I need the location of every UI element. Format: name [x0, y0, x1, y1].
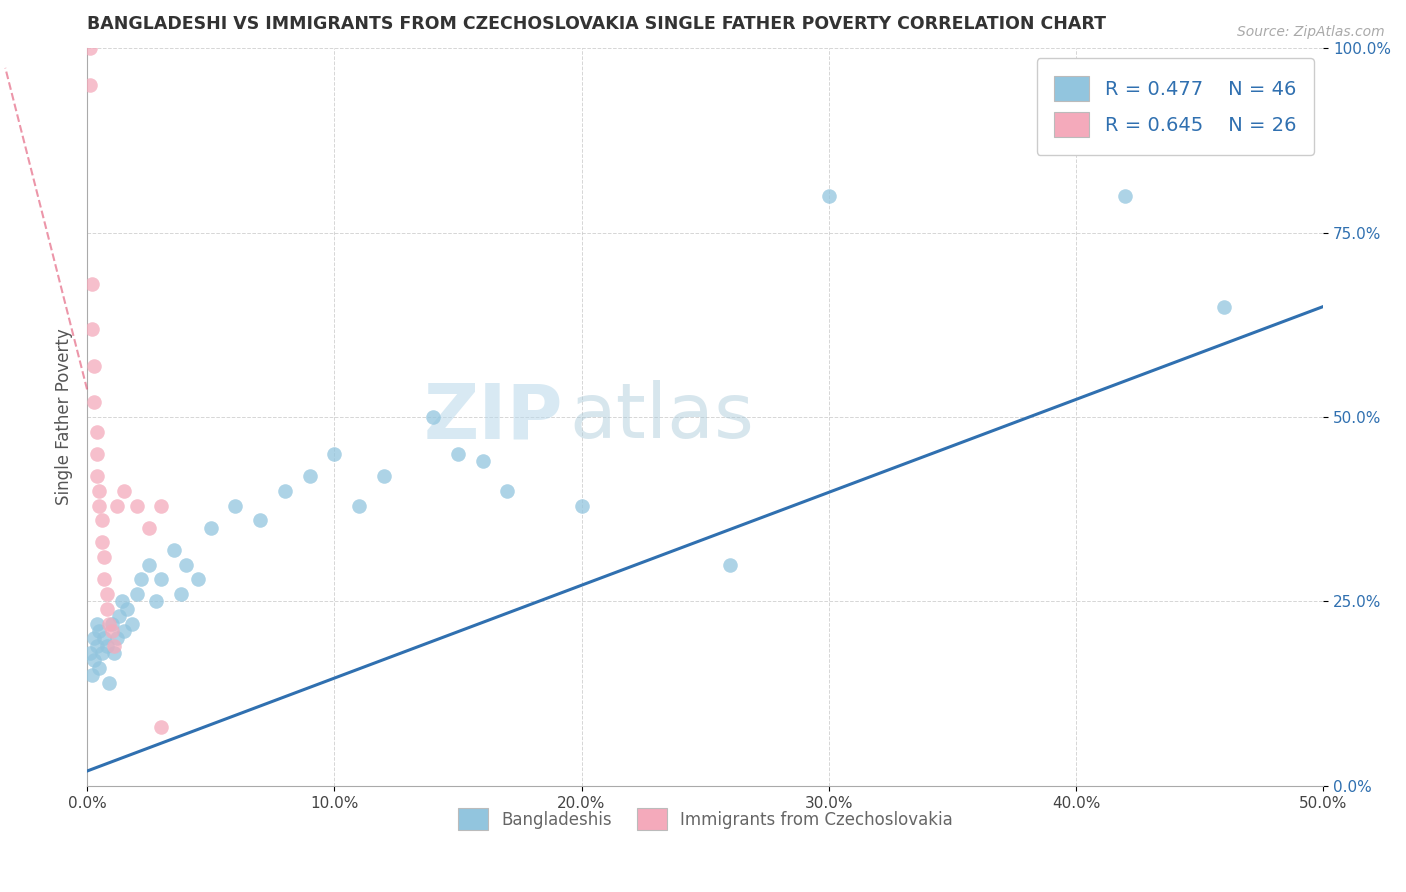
Point — [496, 483, 519, 498]
Point — [817, 189, 839, 203]
Point — [1213, 300, 1236, 314]
Point — [90, 513, 112, 527]
Point — [298, 469, 321, 483]
Point — [79, 78, 101, 93]
Point — [101, 616, 124, 631]
Point — [89, 624, 111, 638]
Point — [138, 558, 160, 572]
Legend: Bangladeshis, Immigrants from Czechoslovakia: Bangladeshis, Immigrants from Czechoslov… — [451, 802, 959, 837]
Point — [170, 587, 193, 601]
Point — [83, 653, 105, 667]
Point — [103, 639, 125, 653]
Point — [138, 521, 160, 535]
Point — [162, 542, 184, 557]
Point — [96, 639, 118, 653]
Point — [83, 632, 105, 646]
Point — [101, 624, 124, 638]
Point — [96, 602, 118, 616]
Point — [93, 550, 115, 565]
Point — [249, 513, 271, 527]
Point — [89, 499, 111, 513]
Point — [90, 535, 112, 549]
Point — [86, 616, 108, 631]
Point — [93, 632, 115, 646]
Point — [96, 587, 118, 601]
Point — [103, 646, 125, 660]
Point — [422, 410, 444, 425]
Point — [111, 594, 134, 608]
Point — [79, 646, 101, 660]
Point — [80, 277, 103, 292]
Point — [150, 720, 173, 734]
Point — [80, 321, 103, 335]
Point — [150, 499, 173, 513]
Point — [93, 572, 115, 586]
Point — [112, 624, 135, 638]
Point — [447, 447, 470, 461]
Point — [83, 359, 105, 373]
Point — [373, 469, 395, 483]
Point — [98, 675, 121, 690]
Text: ZIP: ZIP — [423, 380, 562, 454]
Point — [145, 594, 167, 608]
Point — [187, 572, 209, 586]
Point — [200, 521, 222, 535]
Point — [323, 447, 346, 461]
Text: Source: ZipAtlas.com: Source: ZipAtlas.com — [1237, 25, 1385, 39]
Point — [125, 587, 148, 601]
Point — [347, 499, 370, 513]
Y-axis label: Single Father Poverty: Single Father Poverty — [55, 329, 73, 506]
Point — [112, 483, 135, 498]
Point — [224, 499, 246, 513]
Point — [571, 499, 593, 513]
Point — [86, 469, 108, 483]
Point — [274, 483, 297, 498]
Point — [1114, 189, 1136, 203]
Point — [90, 646, 112, 660]
Point — [98, 616, 121, 631]
Point — [83, 395, 105, 409]
Point — [131, 572, 153, 586]
Point — [121, 616, 143, 631]
Point — [86, 639, 108, 653]
Point — [86, 447, 108, 461]
Point — [115, 602, 138, 616]
Point — [125, 499, 148, 513]
Point — [718, 558, 741, 572]
Point — [108, 609, 131, 624]
Point — [80, 668, 103, 682]
Point — [174, 558, 197, 572]
Point — [89, 483, 111, 498]
Point — [89, 661, 111, 675]
Point — [86, 425, 108, 439]
Point — [150, 572, 173, 586]
Point — [105, 499, 128, 513]
Point — [471, 454, 494, 468]
Point — [79, 41, 101, 55]
Point — [105, 632, 128, 646]
Text: atlas: atlas — [569, 380, 754, 454]
Text: BANGLADESHI VS IMMIGRANTS FROM CZECHOSLOVAKIA SINGLE FATHER POVERTY CORRELATION : BANGLADESHI VS IMMIGRANTS FROM CZECHOSLO… — [87, 15, 1107, 33]
